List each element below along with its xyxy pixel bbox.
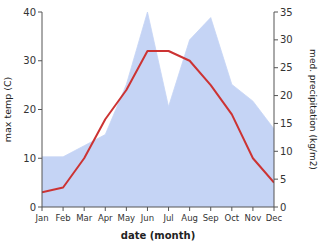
y2-tick	[274, 95, 278, 96]
x-tick-label: Mar	[76, 213, 93, 223]
plot-area	[42, 12, 274, 207]
x-tick	[252, 207, 253, 211]
x-tick	[210, 207, 211, 211]
x-tick	[84, 207, 85, 211]
y2-axis-line	[274, 12, 275, 207]
y2-tick-label: 5	[280, 174, 286, 185]
chart: 0 10 20 30 40 0 5 10 15 20 25 30 35 Jan Feb Mar Apr May Ju…	[0, 0, 318, 247]
x-tick	[105, 207, 106, 211]
y-tick-label: 40	[23, 7, 36, 18]
x-tick	[126, 207, 127, 211]
y2-tick	[274, 39, 278, 40]
x-tick	[42, 207, 43, 211]
x-tick-label: Oct	[224, 213, 239, 223]
x-tick-label: Jul	[162, 213, 173, 223]
y2-tick	[274, 151, 278, 152]
temperature-line	[42, 51, 274, 192]
x-tick-label: Dec	[266, 213, 283, 223]
y2-tick-label: 30	[280, 34, 293, 45]
precipitation-area	[42, 12, 274, 207]
y-tick	[38, 207, 42, 208]
x-tick-label: Jun	[140, 213, 154, 223]
y2-axis-label: med. precipitation (kg/m2)	[308, 49, 318, 170]
y2-tick	[274, 123, 278, 124]
x-tick-label: Aug	[181, 213, 198, 223]
y-tick	[38, 12, 42, 13]
x-tick-label: Jan	[34, 213, 48, 223]
y-tick	[38, 109, 42, 110]
y-tick	[38, 158, 42, 159]
x-tick	[274, 207, 275, 211]
y-tick-label: 30	[23, 55, 36, 66]
y2-tick-label: 10	[280, 146, 293, 157]
y-tick-label: 20	[23, 104, 36, 115]
x-axis-line	[42, 207, 274, 208]
x-tick-label: Feb	[56, 213, 71, 223]
x-tick-label: Apr	[98, 213, 113, 223]
y2-tick	[274, 207, 278, 208]
x-tick	[189, 207, 190, 211]
x-axis-label: date (month)	[121, 230, 195, 241]
y2-tick	[274, 12, 278, 13]
y2-tick	[274, 179, 278, 180]
y-tick	[38, 60, 42, 61]
x-tick-label: Nov	[245, 213, 262, 223]
y2-tick-label: 15	[280, 118, 293, 129]
y-tick-label: 0	[30, 202, 36, 213]
y2-tick-label: 35	[280, 7, 293, 18]
x-tick	[231, 207, 232, 211]
y-tick-label: 10	[23, 153, 36, 164]
x-tick	[63, 207, 64, 211]
y2-tick-label: 0	[280, 202, 286, 213]
x-tick-label: May	[118, 213, 136, 223]
x-tick	[147, 207, 148, 211]
y2-tick-label: 20	[280, 90, 293, 101]
y2-tick	[274, 67, 278, 68]
x-tick	[168, 207, 169, 211]
y2-tick-label: 25	[280, 62, 293, 73]
y-axis-label: max temp (C)	[2, 77, 13, 143]
x-tick-label: Sep	[203, 213, 219, 223]
